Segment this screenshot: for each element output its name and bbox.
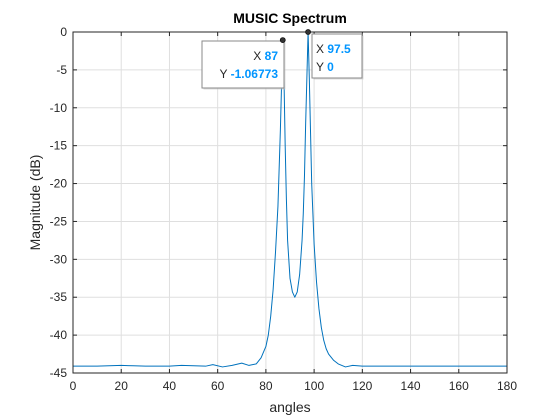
- spectrum-line: [73, 31, 507, 368]
- x-tick-labels: 0 20 40 60 80 100 120 140 160 180: [70, 379, 518, 393]
- y-axis-label: Magnitude (dB): [27, 155, 43, 251]
- y-tick-label: -25: [50, 214, 68, 228]
- x-tick-label: 80: [259, 379, 273, 393]
- y-tick-label: -30: [50, 252, 68, 266]
- plot-area: 0 20 40 60 80 100 120 140 160 180 0 -5 -10 -15 -20 -25…: [50, 25, 518, 393]
- x-tick-label: 160: [449, 379, 469, 393]
- datatip-marker[interactable]: [305, 29, 311, 35]
- x-tick-label: 180: [497, 379, 517, 393]
- datatip-value: 0: [327, 60, 334, 74]
- series-layer: [73, 31, 507, 368]
- y-tick-label: -35: [50, 290, 68, 304]
- x-tick-label: 100: [304, 379, 324, 393]
- datatip-box: [311, 33, 363, 79]
- datatip-key: X: [253, 49, 264, 63]
- y-tick-label: -15: [50, 139, 68, 153]
- datatip-row: X 87: [253, 49, 278, 63]
- datatip-marker[interactable]: [279, 37, 286, 43]
- datatip-value: 87: [265, 49, 279, 63]
- x-tick-label: 0: [70, 379, 77, 393]
- y-tick-label: -5: [56, 63, 67, 77]
- datatip-key: X: [316, 42, 327, 56]
- axes-box: [72, 31, 508, 374]
- datatip-value: 97.5: [327, 42, 351, 56]
- y-tick-label: -40: [50, 328, 68, 342]
- datatip[interactable]: X 87 Y -1.06773: [201, 37, 286, 90]
- x-tick-label: 120: [352, 379, 372, 393]
- datatip-box: [201, 40, 285, 89]
- y-tick-label: 0: [60, 25, 67, 39]
- datatip-key: Y: [316, 60, 327, 74]
- datatip-row: Y -1.06773: [220, 67, 279, 81]
- y-tick-label: -10: [50, 101, 68, 115]
- datatip-row: Y 0: [316, 60, 334, 74]
- x-axis-label: angles: [269, 399, 310, 415]
- axes-background: [73, 32, 507, 373]
- x-tick-label: 140: [401, 379, 421, 393]
- chart-title: MUSIC Spectrum: [233, 10, 347, 26]
- y-tick-label: -20: [50, 177, 68, 191]
- x-tick-label: 60: [211, 379, 225, 393]
- x-tick-label: 20: [115, 379, 129, 393]
- tick-marks: [72, 31, 508, 374]
- datatip-value: -1.06773: [231, 67, 279, 81]
- y-tick-labels: 0 -5 -10 -15 -20 -25 -30 -35 -40 -45: [50, 25, 68, 380]
- datatip-row: X 97.5: [316, 42, 351, 56]
- x-tick-label: 40: [163, 379, 177, 393]
- y-tick-label: -45: [50, 366, 68, 380]
- datatip-key: Y: [220, 67, 231, 81]
- datatip[interactable]: X 97.5Y 0: [305, 29, 364, 80]
